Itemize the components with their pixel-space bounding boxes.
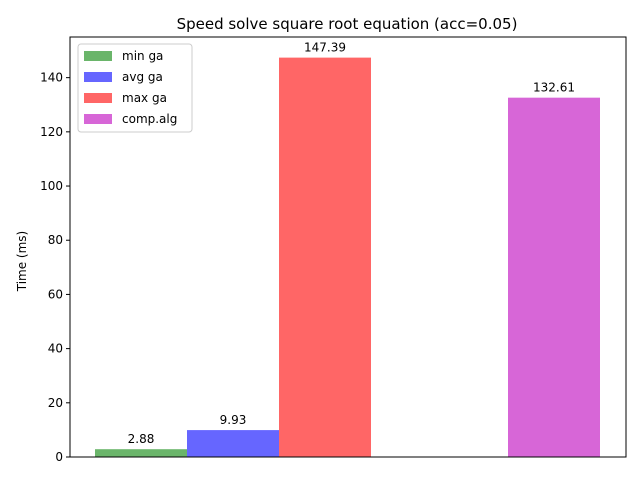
legend-box xyxy=(77,43,193,133)
legend-swatch xyxy=(84,51,112,61)
bar-comp-alg xyxy=(508,97,600,457)
legend: min ga avg ga max ga comp.alg xyxy=(77,43,193,133)
y-tick-label: 20 xyxy=(48,396,63,410)
bar-min-ga xyxy=(95,449,187,457)
y-tick-label: 40 xyxy=(48,342,63,356)
y-axis-label: Time (ms) xyxy=(15,231,29,293)
y-axis: 0 20 40 60 80 100 120 140 xyxy=(40,71,70,464)
bar-value-label: 2.88 xyxy=(128,432,155,446)
y-tick-label: 60 xyxy=(48,287,63,301)
bar-max-ga xyxy=(279,57,371,458)
bar-value-labels: 2.88 9.93 147.39 132.61 xyxy=(128,41,575,447)
legend-swatch xyxy=(84,114,112,124)
legend-entry: comp.alg xyxy=(122,112,177,126)
y-tick-label: 80 xyxy=(48,233,63,247)
chart-title: Speed solve square root equation (acc=0.… xyxy=(177,15,518,33)
legend-entry: min ga xyxy=(122,49,163,63)
y-tick-label: 120 xyxy=(40,125,63,139)
legend-entry: max ga xyxy=(122,91,167,105)
bar-value-label: 9.93 xyxy=(220,413,247,427)
bar-value-label: 132.61 xyxy=(533,81,575,95)
bars xyxy=(95,57,600,458)
bar-value-label: 147.39 xyxy=(304,41,346,55)
legend-entry: avg ga xyxy=(122,70,163,84)
y-tick-label: 140 xyxy=(40,71,63,85)
bar-avg-ga xyxy=(187,430,279,457)
legend-swatch xyxy=(84,93,112,103)
plot-frame xyxy=(69,36,627,458)
y-tick-label: 100 xyxy=(40,179,63,193)
y-tick-label: 0 xyxy=(55,450,63,464)
legend-swatch xyxy=(84,72,112,82)
